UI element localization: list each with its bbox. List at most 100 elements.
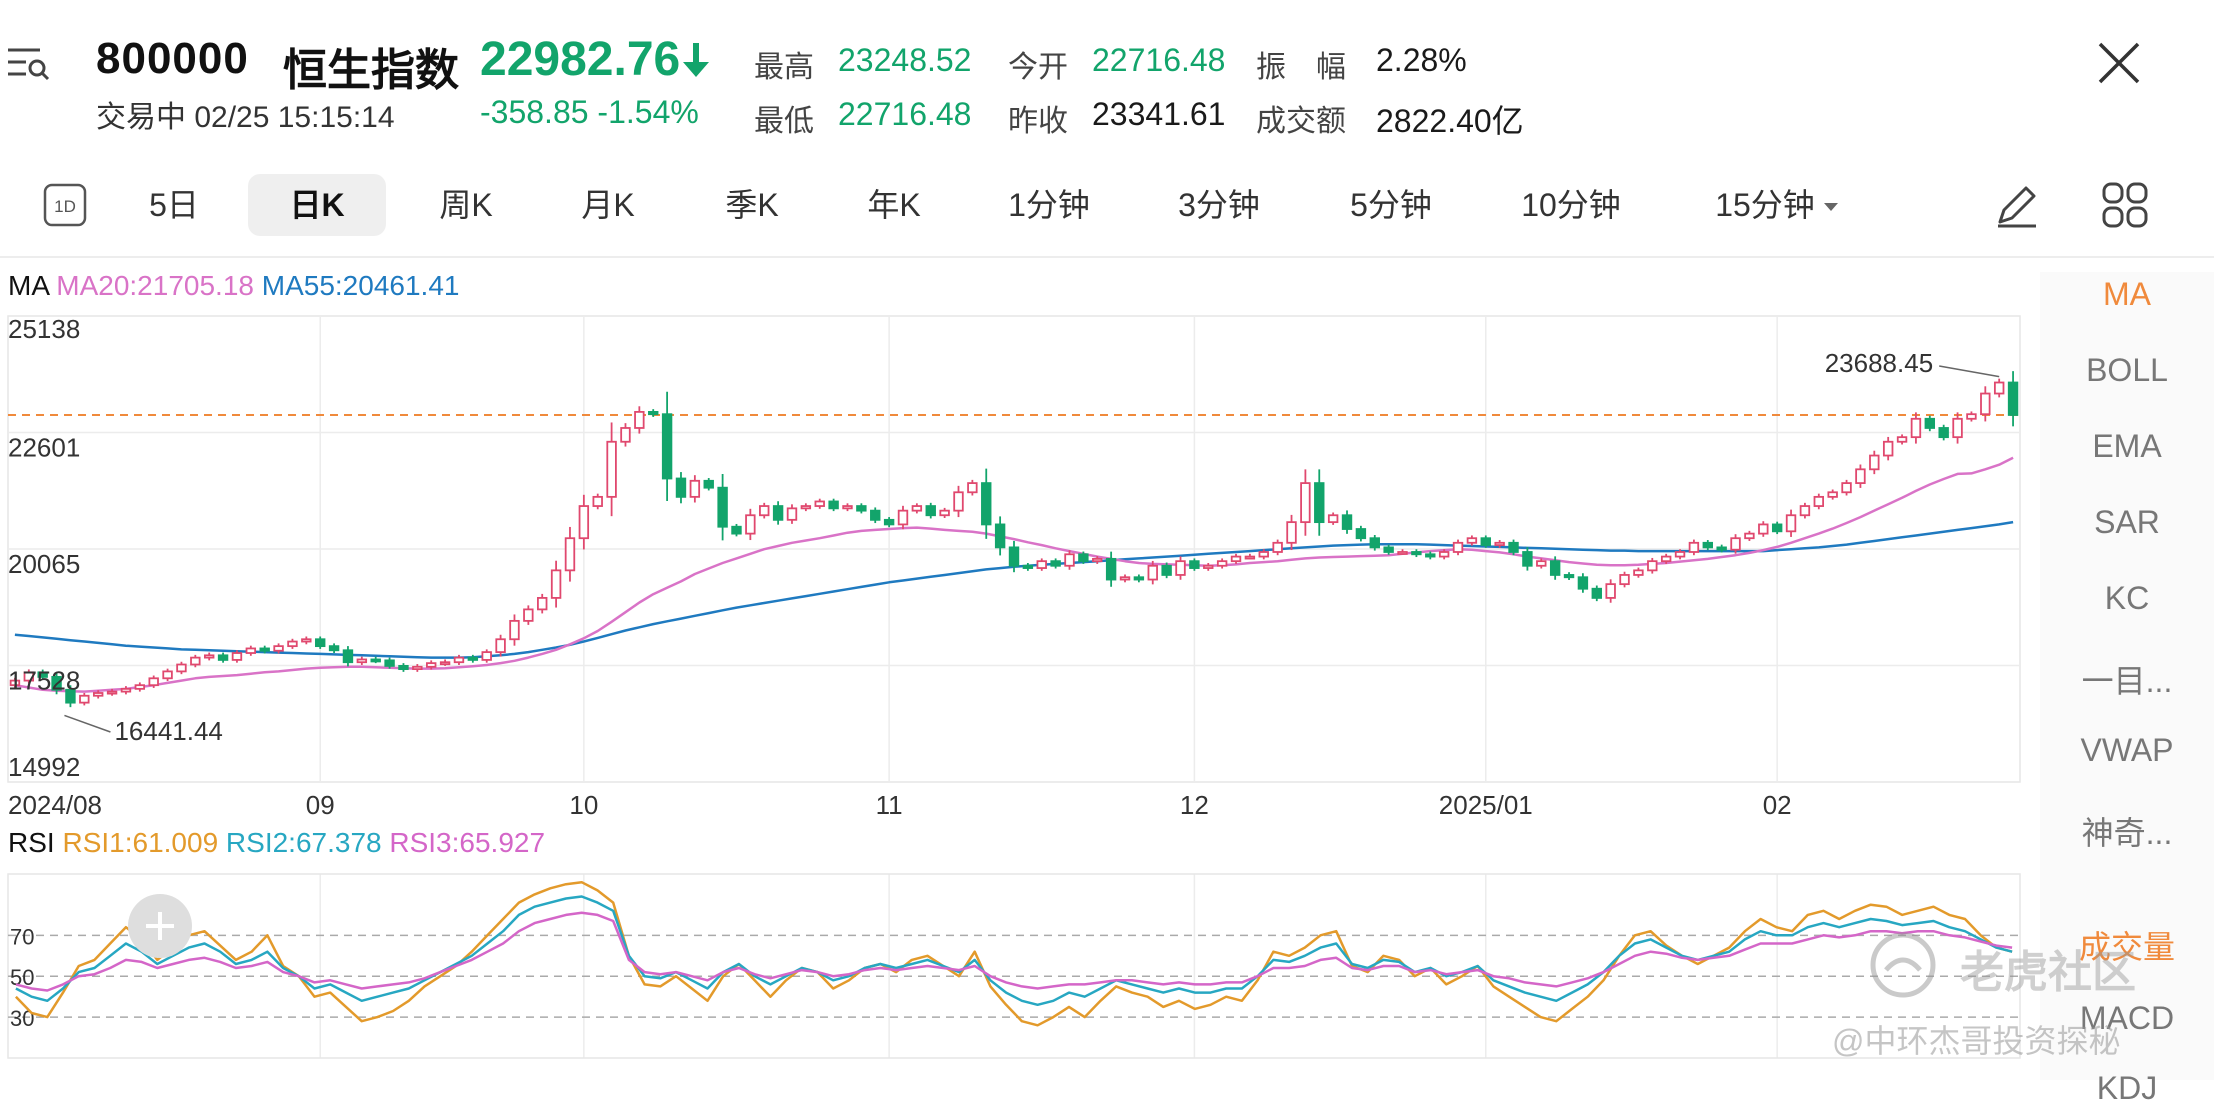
layout-grid-icon[interactable] (2100, 180, 2152, 232)
indicator-kdj[interactable]: KDJ (2096, 1070, 2158, 1106)
indicator-ema[interactable]: EMA (2092, 428, 2162, 464)
candle-body (1702, 541, 1713, 549)
candle-body (1119, 576, 1131, 581)
candle-body (217, 654, 229, 661)
low-annotation: 16441.44 (114, 716, 222, 746)
tab-15min[interactable]: 15分钟 (1715, 187, 1815, 223)
tab-yearly-k[interactable]: 年K (867, 187, 921, 223)
tab-3min[interactable]: 3分钟 (1178, 187, 1260, 223)
candle-body (883, 518, 895, 526)
indicator-sar[interactable]: SAR (2094, 504, 2160, 540)
candle-body (981, 482, 992, 526)
candle-body (1688, 541, 1700, 553)
price-change: -358.85 -1.54% (480, 94, 699, 130)
stat-value-prev-close: 23341.61 (1092, 96, 1226, 132)
candle-body (1175, 560, 1186, 576)
indicator-ichimoku[interactable]: 一目... (2081, 663, 2173, 699)
indicator-ma[interactable]: MA (2103, 276, 2151, 312)
rsi-line-rsi3 (15, 911, 2013, 992)
tab-5d[interactable]: 5日 (149, 187, 199, 223)
candle-body (1355, 528, 1367, 540)
stat-value-turnover: 2822.40亿 (1376, 103, 1524, 139)
candle-body (1452, 541, 1464, 553)
candle-body (37, 671, 48, 678)
candle-body (1771, 523, 1783, 533)
add-indicator-button[interactable] (128, 894, 192, 958)
kline-chart[interactable]: 25138 22601 20065 17528 14992 2024/08 09 10 11 1… (0, 300, 2040, 1080)
watermark-author: @中环杰哥投资探秘 (1832, 1023, 2121, 1059)
candle-body (911, 505, 923, 512)
candle-body (1813, 495, 1825, 507)
menu-icon[interactable] (6, 44, 50, 84)
indicator-kc[interactable]: KC (2104, 580, 2150, 616)
indicator-boll[interactable]: BOLL (2086, 352, 2168, 388)
candle-body (1314, 482, 1325, 524)
draw-pen-icon[interactable] (1990, 180, 2042, 232)
indicator-sidebar: MA BOLL EMA SAR KC 一目... VWAP 神奇... 成交量 … (2040, 272, 2214, 1106)
stat-value-amplitude: 2.28% (1376, 42, 1467, 78)
candle-body (453, 656, 465, 664)
candle-body (1799, 505, 1811, 517)
date-tick-label: 02 (1763, 790, 1792, 820)
candle-body (1008, 546, 1020, 567)
period-tabs: 1D 5日 日K 周K 月K 季K 年K 1分钟 3分钟 5分钟 10分钟 15… (0, 168, 2214, 248)
indicator-macd[interactable]: MACD (2079, 1000, 2175, 1036)
candle-body (203, 654, 215, 659)
date-tick-label: 10 (569, 790, 598, 820)
indicator-volume[interactable]: 成交量 (2078, 929, 2175, 965)
price-tick-label: 25138 (8, 314, 80, 344)
stat-label: 最低 (754, 105, 814, 138)
candle-body (634, 411, 645, 429)
tab-5min[interactable]: 5分钟 (1350, 187, 1432, 223)
candle-body (398, 664, 409, 671)
tab-monthly-k[interactable]: 月K (581, 187, 635, 223)
candle-body (1674, 551, 1686, 558)
candle-body (1855, 468, 1866, 484)
tab-10min[interactable]: 10分钟 (1521, 187, 1621, 223)
candle-body (1480, 537, 1491, 546)
candle-body (1910, 417, 1922, 439)
stat-label: 最高 (754, 51, 814, 84)
tab-1min[interactable]: 1分钟 (1008, 187, 1090, 223)
date-tick-label: 2025/01 (1439, 790, 1533, 820)
dropdown-caret-icon[interactable] (1822, 200, 1840, 214)
candle-body (1536, 560, 1547, 567)
stat-label: 振 幅 (1256, 51, 1346, 84)
tab-1d[interactable]: 1D (40, 174, 90, 236)
candle-body (342, 649, 354, 664)
candle-body (953, 491, 964, 512)
candle-body (1369, 537, 1380, 549)
ma-legend: MA MA20:21705.18 MA55:20461.41 (8, 270, 459, 302)
candle-body (1272, 541, 1283, 553)
high-annotation-leader (1939, 365, 2000, 378)
date-tick-label: 11 (876, 790, 903, 820)
last-price: 22982.76 (480, 33, 681, 86)
candle-body (1508, 541, 1519, 553)
candle-body (1105, 557, 1117, 581)
candle-body (786, 507, 798, 521)
candle-body (1438, 551, 1450, 558)
candle-body (1993, 381, 2005, 395)
candle-body (162, 670, 173, 680)
indicator-magic[interactable]: 神奇... (2081, 815, 2173, 851)
price-tick-label: 14992 (8, 752, 80, 782)
candle-body (287, 640, 298, 648)
candle-body (1147, 564, 1158, 581)
candle-body (1036, 560, 1047, 569)
candle-body (550, 569, 562, 599)
stock-name: 恒生指数 (283, 46, 459, 95)
candlesticks (9, 371, 2019, 708)
close-icon[interactable] (2096, 40, 2142, 86)
rsi-panel-border (7, 873, 2021, 1059)
candle-body (1730, 537, 1741, 551)
candle-body (1660, 555, 1672, 563)
candle-body (537, 597, 548, 611)
candle-body (1078, 553, 1089, 563)
tab-quarterly-k[interactable]: 季K (725, 187, 779, 223)
tab-daily-k[interactable]: 日K (248, 174, 386, 236)
tab-weekly-k[interactable]: 周K (439, 187, 493, 223)
indicator-vwap[interactable]: VWAP (2080, 732, 2174, 768)
candle-body (994, 523, 1006, 549)
candle-body (1647, 560, 1658, 572)
